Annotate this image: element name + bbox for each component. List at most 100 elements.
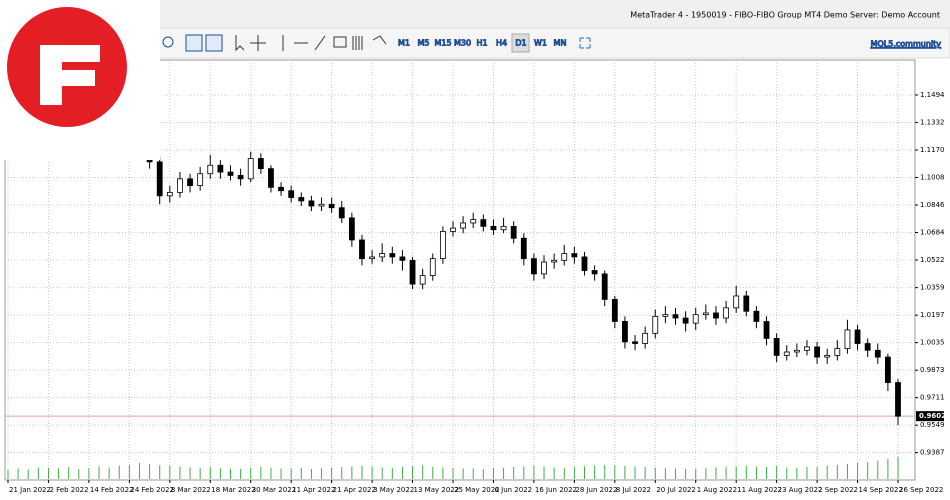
candle-body [834, 348, 841, 356]
candle-body [247, 158, 254, 180]
logo [7, 7, 127, 127]
active-timeframe-box [511, 33, 530, 53]
timeframe-button[interactable]: H4 [495, 38, 507, 48]
y-tick-label: 1.1332 [920, 118, 945, 126]
price-label: 0.9602 [919, 412, 946, 420]
candle-body [642, 332, 649, 344]
x-tick-label: 14 Sep 2022 [859, 486, 903, 494]
candle-body [409, 259, 416, 285]
shapes-icon[interactable] [372, 35, 387, 45]
x-tick-label: 20 Jul 2022 [656, 486, 696, 494]
candle-body [632, 341, 638, 344]
x-tick-label: 21 Jan 2022 [9, 486, 51, 494]
candle-body [571, 253, 578, 258]
candle-body [429, 258, 436, 277]
candle-body [470, 219, 477, 224]
cursor-icon[interactable] [235, 35, 245, 52]
x-tick-label: 28 Jun 2022 [575, 486, 617, 494]
x-tick-label: 21 Apr 2022 [333, 486, 376, 494]
candle-body [308, 200, 315, 207]
y-tick-label: 1.0522 [920, 256, 945, 264]
y-tick-label: 1.1008 [920, 173, 945, 181]
candle-body [197, 173, 204, 187]
candle-body [288, 190, 295, 198]
candle-body [854, 329, 861, 344]
x-tick-label: 23 Aug 2022 [778, 486, 823, 494]
candle-body [662, 314, 669, 317]
candle-body [359, 239, 365, 260]
y-tick-label: 0.9711 [920, 394, 945, 402]
window-title: MetaTrader 4 - 1950019 - FIBO-FIBO Group… [630, 11, 940, 20]
candle-body [895, 382, 901, 417]
candle-body [844, 329, 851, 350]
shift-icon[interactable] [205, 34, 223, 52]
candle-body [439, 231, 446, 260]
candle-body [328, 203, 335, 209]
x-tick-label: 14 Feb 2022 [90, 486, 134, 494]
candle-body [318, 203, 325, 207]
candle-body [217, 164, 224, 173]
zoom-icon[interactable] [162, 36, 174, 48]
fullscreen-icon[interactable] [579, 37, 591, 49]
candle-body [824, 354, 831, 358]
candle-body [783, 351, 790, 356]
timeframe-button[interactable]: D1 [515, 38, 527, 48]
candle-body [591, 270, 598, 275]
candle-body [500, 225, 507, 231]
timeframe-button[interactable]: M30 [453, 38, 471, 48]
y-tick-label: 0.9387 [920, 449, 945, 457]
candle-body [682, 317, 689, 324]
candle-body [601, 273, 608, 300]
y-tick-label: 1.0035 [920, 339, 945, 347]
mql5-link[interactable]: MQL5.community [870, 39, 942, 49]
text-icon[interactable] [333, 36, 347, 48]
candle-body [733, 295, 740, 309]
candle-body [227, 171, 234, 176]
y-tick-label: 1.0197 [920, 311, 945, 319]
candle-body [278, 186, 284, 192]
y-tick-label: 1.1170 [920, 146, 945, 154]
candle-body [763, 321, 770, 339]
candle-body [804, 346, 810, 351]
candle-body [713, 312, 719, 319]
candle-body [379, 253, 386, 258]
x-tick-label: 16 Jun 2022 [535, 486, 577, 494]
candle-body [187, 178, 193, 187]
timeframe-button[interactable]: H1 [476, 38, 488, 48]
timeframe-button[interactable]: MN [553, 38, 567, 48]
timeframe-button[interactable]: W1 [534, 38, 548, 48]
candle-body [672, 314, 679, 319]
candle-body [702, 312, 709, 316]
candle-body [480, 219, 487, 227]
timeframe-button[interactable]: M1 [398, 38, 411, 48]
candle-body [773, 338, 780, 356]
y-tick-label: 1.0846 [920, 201, 945, 209]
timeframe-button[interactable]: M15 [434, 38, 452, 48]
candle-body [156, 161, 163, 197]
y-tick-label: 0.9549 [920, 421, 945, 429]
x-tick-label: 2 Sep 2022 [818, 486, 858, 494]
fibo-icon[interactable] [352, 36, 363, 50]
candle-body [237, 175, 244, 180]
y-tick-label: 1.1494 [920, 91, 945, 99]
x-tick-label: 8 Mar 2022 [171, 486, 211, 494]
candle-body [510, 225, 517, 239]
candle-body [298, 197, 305, 202]
crosshair-icon[interactable] [250, 35, 266, 51]
candle-body [541, 261, 547, 275]
candle-body [561, 253, 568, 261]
x-tick-label: 18 Mar 2022 [211, 486, 255, 494]
candle-body [450, 227, 456, 232]
trendline-icon[interactable] [314, 35, 326, 51]
candle-body [753, 310, 760, 322]
candle-body [369, 256, 375, 260]
x-tick-label: 2 Feb 2022 [49, 486, 88, 494]
candle-body [551, 259, 558, 263]
candle-body [460, 222, 467, 229]
autoscroll-icon[interactable] [185, 34, 203, 52]
timeframe-button[interactable]: M5 [417, 38, 430, 48]
x-tick-label: 26 Sep 2022 [899, 486, 943, 494]
candle-body [338, 207, 345, 219]
x-tick-label: 13 May 2022 [414, 486, 460, 494]
